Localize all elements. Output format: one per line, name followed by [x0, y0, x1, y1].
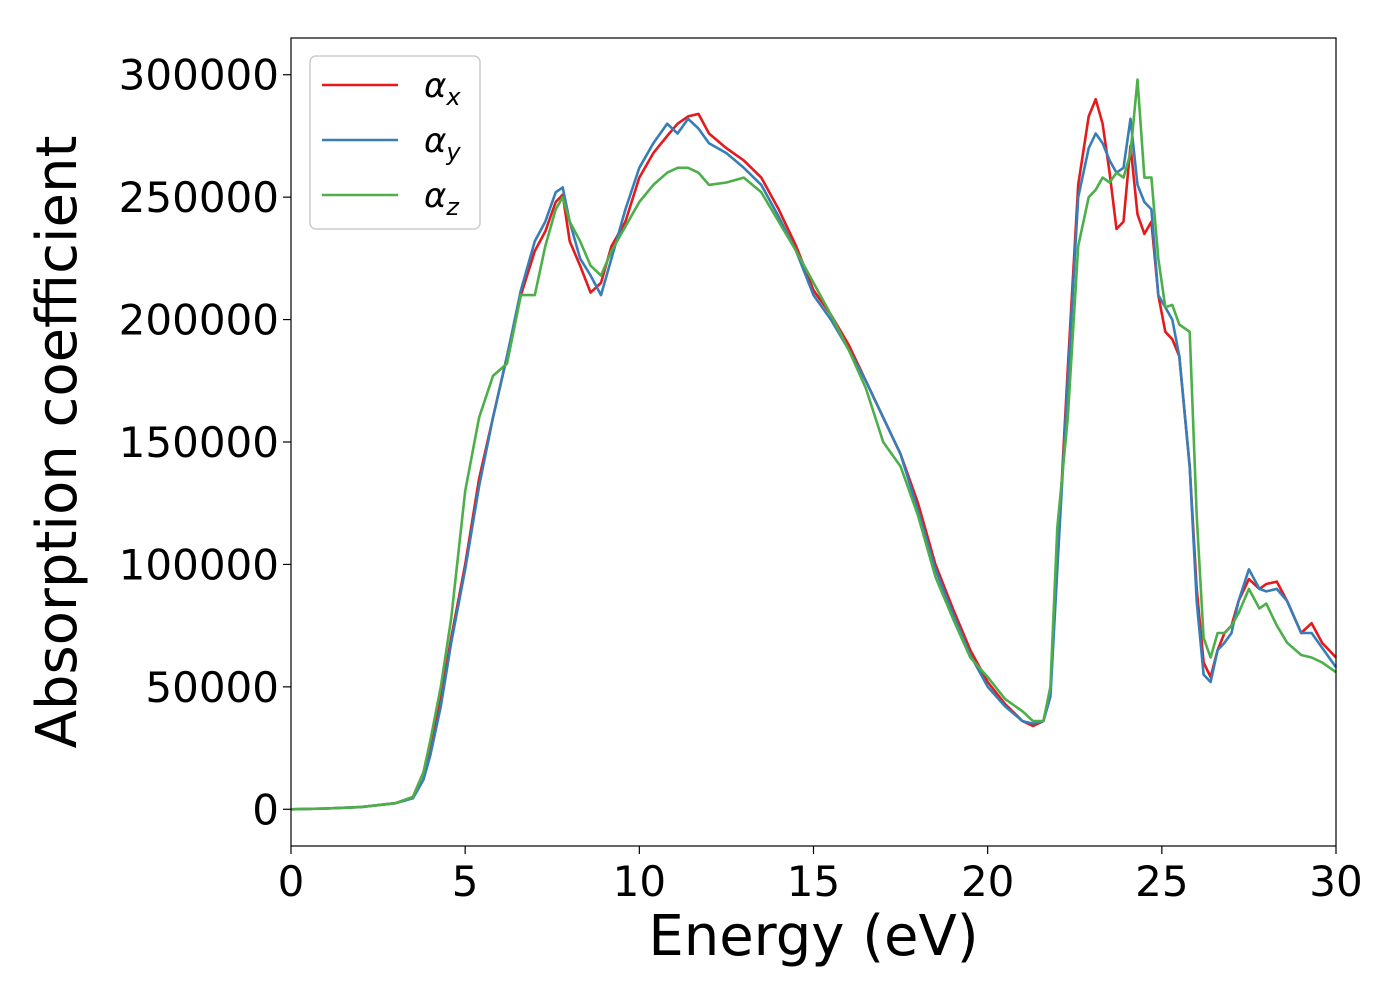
y-tick-label: 300000: [119, 51, 279, 100]
legend-box: [309, 55, 481, 230]
series-line-y: [290, 117, 1338, 811]
y-axis-label: Absorption coefficient: [25, 136, 90, 749]
plot-lines: [290, 78, 1338, 811]
y-tick-label: 0: [252, 785, 279, 834]
y-tick-label: 50000: [145, 663, 279, 712]
y-tick-label: 250000: [119, 173, 279, 222]
y-axis: 0 50000 100000 150000 200000 250000 300000: [119, 51, 291, 834]
x-tick-label: 0: [278, 857, 305, 906]
x-tick-label: 5: [452, 857, 479, 906]
x-axis-label: Energy (eV): [648, 904, 978, 969]
y-tick-label: 150000: [119, 418, 279, 467]
legend-label-x: αx: [424, 66, 461, 111]
y-tick-label: 100000: [119, 540, 279, 589]
y-tick-label: 200000: [119, 296, 279, 345]
legend-label-z: αz: [424, 176, 460, 221]
x-tick-label: 15: [787, 857, 840, 906]
x-tick-label: 30: [1309, 857, 1362, 906]
x-tick-label: 25: [1135, 857, 1188, 906]
x-tick-label: 10: [613, 857, 666, 906]
series-line-z: [290, 78, 1337, 811]
legend: αx αy αz: [309, 55, 481, 230]
legend-label-y: αy: [424, 121, 461, 166]
x-axis: 0 5 10 15 20 25 30: [278, 846, 1363, 906]
x-tick-label: 20: [961, 857, 1014, 906]
